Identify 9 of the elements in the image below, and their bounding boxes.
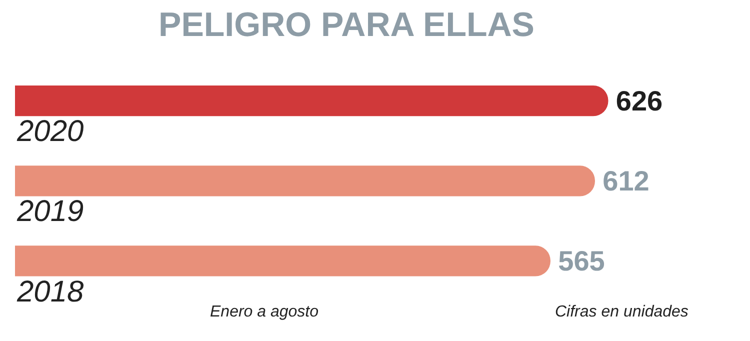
annotation: Enero a agosto xyxy=(210,303,319,320)
y-tick-label: 2019 xyxy=(16,195,84,228)
data-label: 626 xyxy=(616,86,663,117)
annotation: Cifras en unidades xyxy=(555,303,688,320)
data-label: 565 xyxy=(558,246,605,277)
chart-title: PELIGRO PARA ELLAS xyxy=(158,6,534,44)
data-label: 612 xyxy=(602,166,650,197)
y-tick-label: 2020 xyxy=(16,115,84,148)
y-tick-label: 2018 xyxy=(16,275,84,308)
